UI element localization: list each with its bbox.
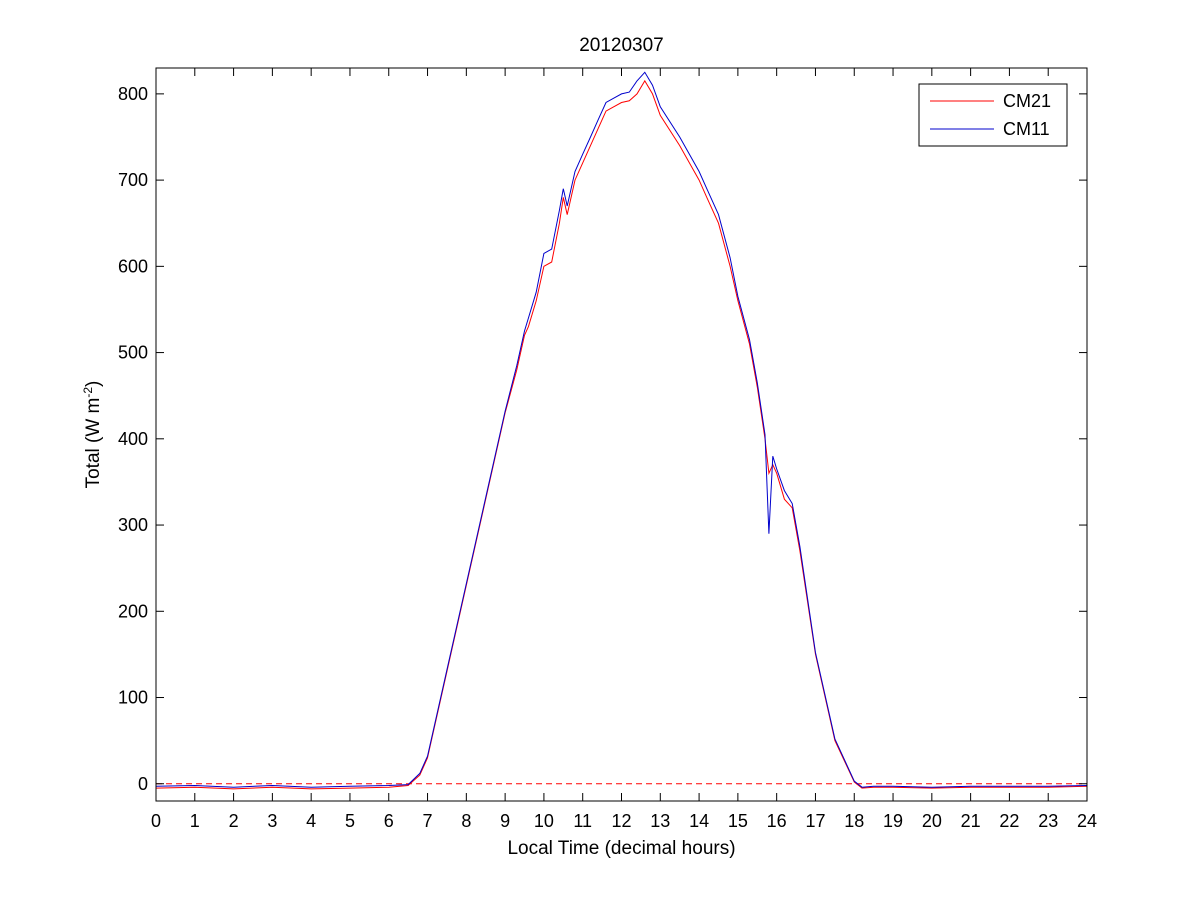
y-tick-label: 200 — [118, 601, 148, 621]
x-tick-label: 2 — [229, 811, 239, 831]
y-tick-label: 700 — [118, 170, 148, 190]
y-tick-label: 400 — [118, 429, 148, 449]
y-tick-label: 500 — [118, 343, 148, 363]
x-tick-label: 18 — [844, 811, 864, 831]
x-tick-label: 11 — [573, 811, 592, 831]
x-tick-label: 13 — [650, 811, 670, 831]
y-axis-label-superscript: -2 — [81, 387, 95, 398]
x-tick-label: 17 — [805, 811, 825, 831]
y-tick-label: 0 — [138, 774, 148, 794]
legend: CM21 CM11 — [918, 83, 1068, 147]
legend-label-cm11: CM11 — [1003, 119, 1050, 139]
plot-area — [156, 68, 1087, 801]
y-tick-label: 800 — [118, 84, 148, 104]
x-axis-ticks: 0 1 2 3 4 5 6 7 8 9 10 11 12 13 14 15 16 17 18 19 20 21 22 23 24 — [151, 68, 1097, 831]
y-tick-label: 100 — [118, 688, 148, 708]
x-tick-label: 0 — [151, 811, 161, 831]
x-tick-label: 22 — [999, 811, 1019, 831]
x-tick-label: 19 — [883, 811, 903, 831]
legend-box — [918, 83, 1068, 147]
x-tick-label: 16 — [767, 811, 787, 831]
x-tick-label: 1 — [190, 811, 200, 831]
x-axis-label: Local Time (decimal hours) — [507, 838, 735, 859]
y-tick-label: 600 — [118, 256, 148, 276]
x-tick-label: 24 — [1077, 811, 1097, 831]
y-axis-label-main: Total (W m — [83, 398, 104, 489]
x-tick-label: 7 — [423, 811, 433, 831]
x-tick-label: 20 — [922, 811, 942, 831]
y-axis-label-close: ) — [83, 381, 104, 387]
y-tick-label: 300 — [118, 515, 148, 535]
x-tick-label: 8 — [461, 811, 471, 831]
x-tick-label: 14 — [689, 811, 709, 831]
series-layer — [155, 71, 1088, 790]
y-axis-label: Total (W m-2) — [81, 381, 104, 489]
x-tick-label: 21 — [961, 811, 981, 831]
x-tick-label: 6 — [384, 811, 394, 831]
x-tick-label: 4 — [306, 811, 316, 831]
x-tick-label: 12 — [611, 811, 631, 831]
series-line-cm11 — [155, 71, 1088, 788]
chart-title: 20120307 — [579, 35, 664, 56]
x-tick-label: 10 — [534, 811, 554, 831]
x-tick-label: 23 — [1038, 811, 1058, 831]
x-tick-label: 3 — [267, 811, 277, 831]
legend-label-cm21: CM21 — [1003, 91, 1051, 111]
x-tick-label: 5 — [345, 811, 355, 831]
y-axis-ticks: 0 100 200 300 400 500 600 700 800 — [118, 84, 1087, 794]
x-tick-label: 15 — [728, 811, 748, 831]
x-tick-label: 9 — [500, 811, 510, 831]
